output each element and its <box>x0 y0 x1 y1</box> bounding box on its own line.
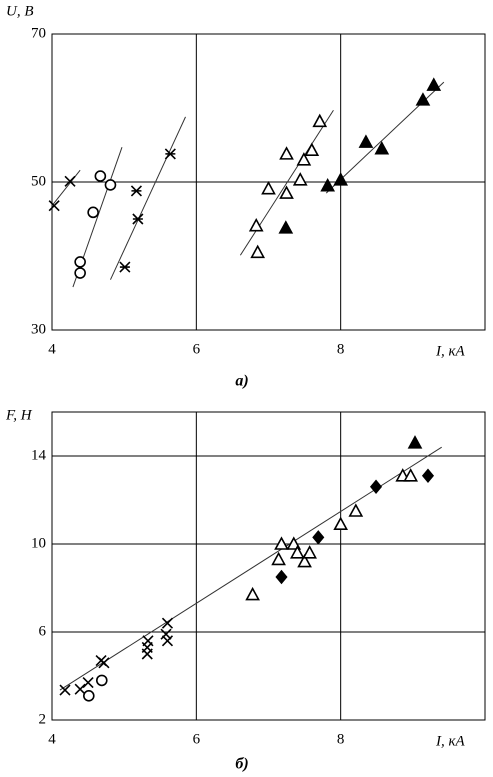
point <box>426 77 442 91</box>
point <box>292 172 308 186</box>
point <box>403 468 419 482</box>
point <box>333 172 349 186</box>
point <box>279 185 294 199</box>
point <box>95 674 108 687</box>
caption: б) <box>235 756 248 773</box>
x-tick-label: 6 <box>193 341 201 357</box>
point <box>142 635 154 647</box>
y-tick-label: 14 <box>31 447 47 463</box>
point <box>296 152 312 166</box>
point <box>274 536 289 550</box>
x-tick-label: 4 <box>48 731 56 747</box>
caption: а) <box>235 373 248 390</box>
point <box>275 569 288 585</box>
point <box>132 213 144 225</box>
fit-line <box>110 116 186 280</box>
point <box>374 141 390 155</box>
x-tick-label: 8 <box>337 341 345 357</box>
y-tick-label: 30 <box>31 321 46 337</box>
point <box>59 684 71 696</box>
x-axis-label: I, кА <box>435 733 466 749</box>
point <box>164 148 176 160</box>
point <box>119 261 131 273</box>
point <box>74 256 86 268</box>
plot-frame <box>51 411 486 721</box>
x-tick-label: 8 <box>337 731 345 747</box>
point <box>407 435 423 449</box>
x-tick-label: 4 <box>48 341 56 357</box>
point <box>245 586 260 601</box>
point <box>312 530 325 545</box>
point <box>64 175 76 187</box>
point <box>278 220 294 234</box>
point <box>82 677 94 689</box>
point <box>161 635 174 647</box>
x-tick-label: 6 <box>193 731 201 747</box>
point <box>94 170 107 182</box>
point <box>83 689 95 702</box>
point <box>421 468 435 484</box>
point <box>348 503 364 517</box>
point <box>302 545 317 559</box>
fit-line <box>51 169 81 206</box>
point <box>271 551 286 566</box>
point <box>290 545 305 559</box>
point <box>161 617 174 629</box>
y-tick-label: 50 <box>31 173 46 189</box>
point <box>297 553 312 568</box>
y-axis-label: F, Н <box>5 407 33 423</box>
point <box>358 134 374 148</box>
point <box>320 178 336 192</box>
point <box>130 185 143 197</box>
point <box>333 516 349 530</box>
point <box>250 244 266 259</box>
y-tick-label: 6 <box>39 623 47 639</box>
fit-line <box>59 446 442 691</box>
point <box>74 683 86 695</box>
x-axis-label: I, кА <box>435 343 466 359</box>
y-tick-label: 2 <box>39 711 47 727</box>
point <box>304 142 320 156</box>
point <box>160 628 172 640</box>
y-tick-label: 10 <box>31 535 46 551</box>
point <box>141 648 153 660</box>
point <box>312 113 328 128</box>
point <box>369 479 383 495</box>
point <box>261 180 276 195</box>
point <box>248 217 264 232</box>
point <box>74 267 86 279</box>
y-axis-label: U, В <box>6 3 34 19</box>
point <box>98 657 110 669</box>
point <box>279 146 294 160</box>
point <box>104 179 117 191</box>
point <box>87 206 99 219</box>
point <box>415 92 431 106</box>
point <box>48 200 60 212</box>
y-tick-label: 70 <box>31 25 46 41</box>
